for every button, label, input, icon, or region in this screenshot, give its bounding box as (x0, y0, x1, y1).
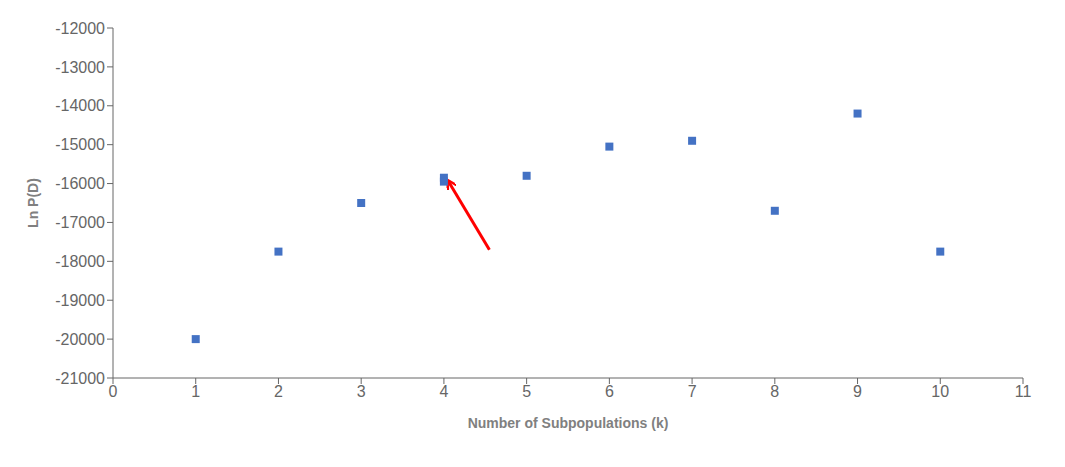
svg-text:4: 4 (439, 383, 448, 400)
svg-text:2: 2 (274, 383, 283, 400)
svg-text:0: 0 (109, 383, 118, 400)
svg-text:-20000: -20000 (55, 331, 105, 348)
svg-text:7: 7 (688, 383, 697, 400)
svg-text:Number of Subpopulations (k): Number of Subpopulations (k) (468, 415, 669, 431)
svg-text:-21000: -21000 (55, 370, 105, 387)
svg-text:-16000: -16000 (55, 175, 105, 192)
svg-text:10: 10 (931, 383, 949, 400)
svg-text:3: 3 (357, 383, 366, 400)
svg-text:1: 1 (191, 383, 200, 400)
svg-text:9: 9 (853, 383, 862, 400)
svg-text:6: 6 (605, 383, 614, 400)
svg-text:-12000: -12000 (55, 20, 105, 37)
svg-text:8: 8 (770, 383, 779, 400)
svg-text:-18000: -18000 (55, 253, 105, 270)
svg-text:-15000: -15000 (55, 136, 105, 153)
svg-text:Ln P(D): Ln P(D) (25, 178, 41, 228)
svg-text:-17000: -17000 (55, 214, 105, 231)
svg-text:5: 5 (522, 383, 531, 400)
svg-text:11: 11 (1015, 383, 1032, 400)
svg-text:-19000: -19000 (55, 292, 105, 309)
svg-text:-13000: -13000 (55, 59, 105, 76)
svg-text:-14000: -14000 (55, 97, 105, 114)
